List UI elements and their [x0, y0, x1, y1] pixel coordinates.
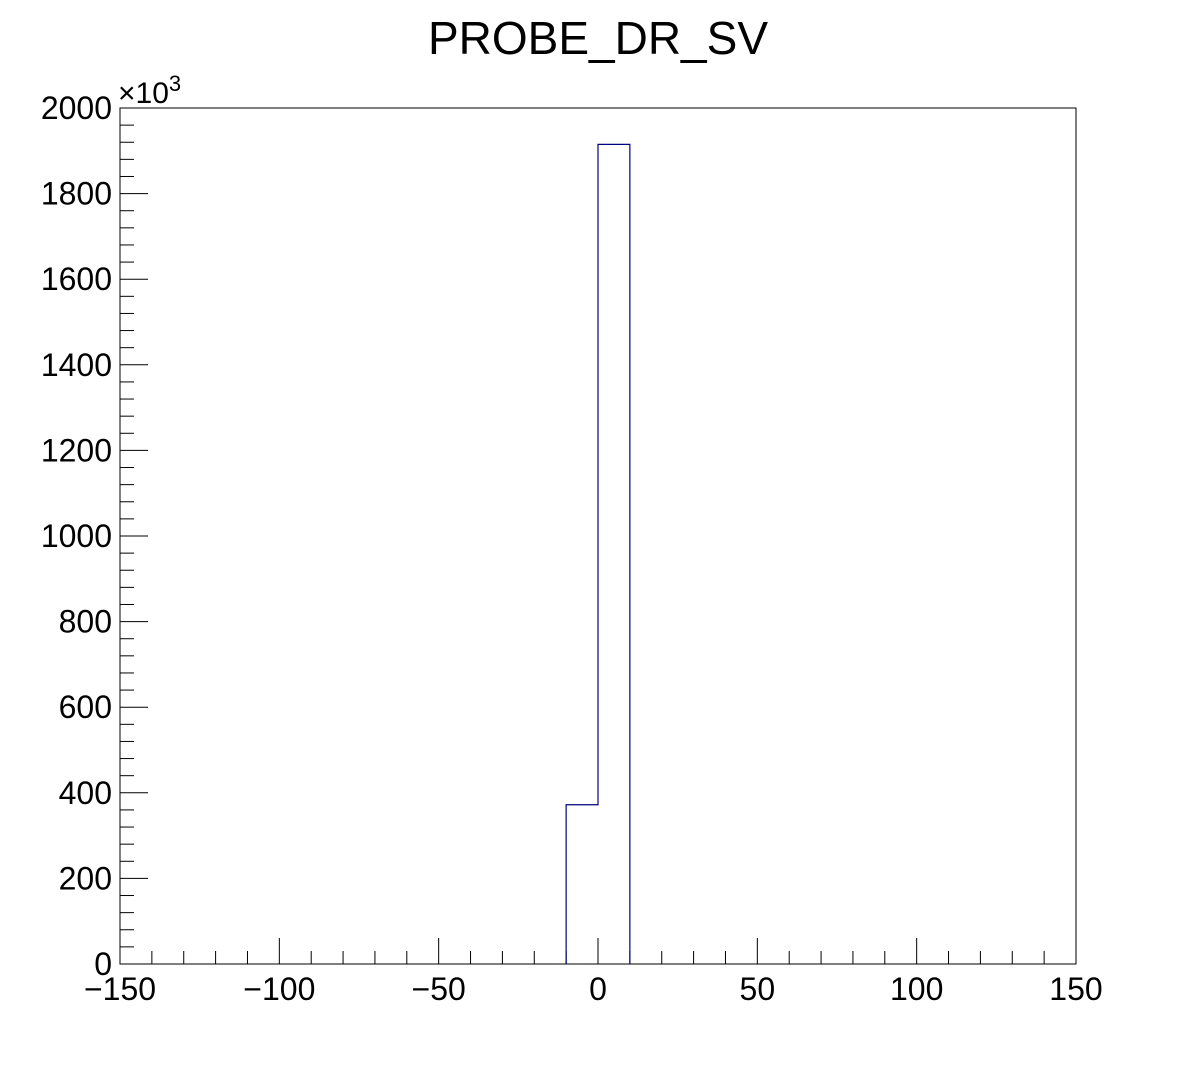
- y-tick-label: 600: [59, 689, 112, 725]
- y-tick-label: 200: [59, 860, 112, 896]
- x-tick-label: −50: [412, 971, 466, 1007]
- y-tick-label: 1400: [41, 347, 112, 383]
- y-multiplier-base: ×10: [118, 77, 169, 110]
- histogram-bin: [598, 144, 630, 964]
- y-tick-label: 1800: [41, 176, 112, 212]
- y-tick-label: 1000: [41, 518, 112, 554]
- x-tick-label: 50: [740, 971, 776, 1007]
- x-tick-label: −100: [243, 971, 315, 1007]
- y-tick-label: 1200: [41, 432, 112, 468]
- x-tick-label: 0: [589, 971, 607, 1007]
- y-tick-label: 800: [59, 604, 112, 640]
- y-tick-label: 400: [59, 775, 112, 811]
- x-tick-label: 100: [890, 971, 943, 1007]
- chart-title: PROBE_DR_SV: [428, 12, 768, 64]
- y-tick-label: 2000: [41, 90, 112, 126]
- y-multiplier-label: ×103: [118, 71, 181, 110]
- y-multiplier-exponent: 3: [169, 71, 181, 96]
- y-tick-label: 1600: [41, 261, 112, 297]
- histogram-bin: [566, 805, 598, 964]
- x-tick-label: 150: [1049, 971, 1102, 1007]
- y-tick-label: 0: [94, 946, 112, 982]
- histogram-outline: [565, 143, 631, 964]
- x-tick-label: −150: [84, 971, 156, 1007]
